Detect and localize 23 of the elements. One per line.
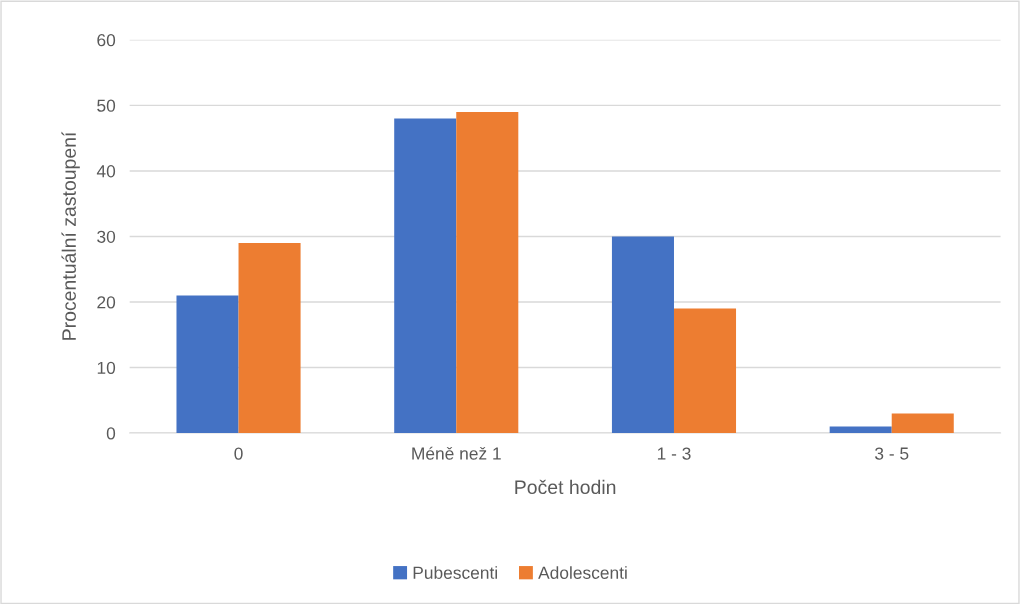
x-tick-label: 0 — [234, 447, 243, 460]
y-tick-label: 20 — [97, 296, 116, 309]
y-tick-label: 30 — [97, 230, 116, 243]
x-axis-title: Počet hodin — [515, 479, 616, 495]
legend-label: Adolescenti — [538, 566, 627, 579]
bar — [673, 308, 737, 434]
y-tick-label: 40 — [96, 165, 116, 178]
bar — [176, 295, 239, 434]
legend-label: Pubescenti — [413, 566, 497, 579]
y-tick-label: 10 — [97, 361, 116, 374]
bar — [891, 413, 954, 434]
y-axis-title: Procentuální zastoupení — [61, 131, 80, 340]
bar — [238, 243, 301, 434]
y-tick-label: 50 — [97, 99, 116, 112]
x-tick-label: 1 - 3 — [657, 447, 691, 460]
x-tick-label: 3 - 5 — [875, 447, 909, 460]
x-tick-label: Méně než 1 — [412, 446, 501, 460]
y-tick-label: 60 — [97, 34, 116, 47]
bar — [456, 111, 519, 434]
bar — [829, 426, 892, 434]
y-tick-label: 0 — [106, 427, 116, 440]
bar — [394, 118, 457, 434]
bar — [611, 236, 674, 434]
